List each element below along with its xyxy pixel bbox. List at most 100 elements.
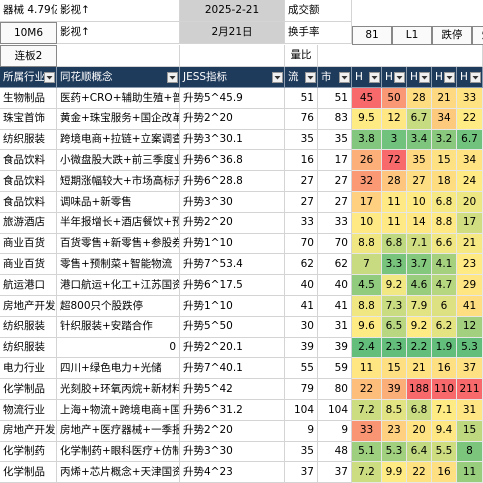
dropdown-arrow [396, 76, 403, 80]
heat-cell: 4.1 [432, 254, 457, 276]
filter-dropdown[interactable] [394, 72, 405, 83]
column-header: 所属行业 [0, 67, 57, 88]
dropdown-arrow [446, 76, 453, 80]
industry-cell: 食品饮料 [0, 150, 57, 172]
heat-cell: 6.4 [407, 441, 432, 463]
heat-cell: 29 [457, 275, 483, 296]
heat-cell: 23 [382, 420, 407, 442]
industry-cell: 纺织服装 [0, 337, 57, 359]
heat-cell: 3.8 [352, 129, 382, 151]
heat-cell: 33 [457, 88, 483, 109]
heat-cell: 14 [407, 212, 432, 234]
filter-dropdown[interactable] [272, 72, 283, 83]
concept-cell: 调味品+新零售 [57, 192, 180, 213]
industry-cell: 房地产开发 [0, 296, 57, 317]
heat-cell: 5.1 [352, 441, 382, 463]
empty-cell [318, 45, 483, 67]
number-cell: 37 [318, 462, 352, 483]
concept-cell: 医药+CRO+辅助生殖+普代 [57, 88, 180, 109]
filter-dropdown[interactable] [444, 72, 455, 83]
heat-cell: 31 [457, 400, 483, 421]
heat-cell: 9.4 [432, 420, 457, 442]
indicator-cell: 升势3^30.1 [180, 129, 285, 151]
number-cell: 27 [285, 192, 318, 213]
number-cell: 9 [285, 420, 318, 442]
number-cell: 79 [285, 379, 318, 400]
heat-cell: 15 [432, 150, 457, 172]
industry-cell: 纺织服装 [0, 129, 57, 151]
filter-dropdown[interactable] [470, 72, 481, 83]
heat-cell: 7.2 [352, 400, 382, 421]
number-cell: 104 [318, 400, 352, 421]
number-cell: 70 [318, 233, 352, 255]
filter-dropdown[interactable] [305, 72, 316, 83]
number-cell: 62 [318, 254, 352, 276]
tab-button[interactable]: 81 [352, 26, 392, 45]
heat-cell: 8.8 [352, 296, 382, 317]
number-cell: 27 [285, 171, 318, 192]
number-cell: 80 [318, 379, 352, 400]
heat-cell: 4.5 [352, 275, 382, 296]
filter-dropdown[interactable] [339, 72, 350, 83]
filter-dropdown[interactable] [167, 72, 178, 83]
filter-dropdown[interactable] [369, 72, 380, 83]
number-cell: 27 [318, 192, 352, 213]
industry-cell: 化学制品 [0, 462, 57, 483]
number-cell: 31 [318, 316, 352, 338]
heat-cell: 6.8 [382, 233, 407, 255]
filter-dropdown[interactable] [419, 72, 430, 83]
number-cell: 48 [318, 441, 352, 463]
heat-cell: 2.3 [382, 337, 407, 359]
heat-cell: 6 [432, 296, 457, 317]
heat-cell: 9.2 [382, 275, 407, 296]
heat-cell: 3.4 [407, 129, 432, 151]
indicator-cell: 升势5^42 [180, 379, 285, 400]
number-cell: 9 [318, 420, 352, 442]
tab-button[interactable]: 炸 [472, 26, 483, 45]
industry-cell: 电力行业 [0, 358, 57, 380]
heat-cell: 7.1 [432, 400, 457, 421]
dropdown-arrow [421, 76, 428, 80]
heat-cell: 5.5 [432, 441, 457, 463]
heat-cell: 6.2 [432, 316, 457, 338]
heat-cell: 35 [407, 150, 432, 172]
heat-cell: 34 [432, 108, 457, 130]
number-cell: 104 [285, 400, 318, 421]
empty-cell [57, 45, 180, 67]
indicator-cell: 升势2^20 [180, 212, 285, 234]
heat-cell: 15 [457, 420, 483, 442]
number-cell: 51 [318, 88, 352, 109]
tab-button[interactable]: 跌停 [432, 26, 472, 45]
toggle-button[interactable]: 10M6 [0, 22, 57, 44]
tab-button[interactable]: L1 [392, 26, 432, 45]
heat-cell: 21 [432, 88, 457, 109]
industry-cell: 物流行业 [0, 400, 57, 421]
heat-cell: 33 [352, 420, 382, 442]
heat-cell: 4.7 [432, 275, 457, 296]
indicator-cell: 升势1^10 [180, 233, 285, 255]
heat-cell: 12 [382, 108, 407, 130]
heat-cell: 12 [457, 316, 483, 338]
top-date: 2025-2-21 [180, 0, 285, 22]
industry-cell: 化学制品 [0, 379, 57, 400]
filter-dropdown[interactable] [44, 72, 55, 83]
number-cell: 40 [285, 275, 318, 296]
indicator-cell: 升势6^36.8 [180, 150, 285, 172]
number-cell: 51 [285, 88, 318, 109]
top-note: 器械 4.79亿; [0, 0, 57, 22]
heat-cell: 17 [352, 192, 382, 213]
heat-cell: 16 [432, 462, 457, 483]
concept-cell: 房地产+医疗器械+一季报亏 [57, 420, 180, 442]
industry-cell: 食品饮料 [0, 171, 57, 192]
number-cell: 55 [285, 358, 318, 380]
column-header: 同花顺概念 [57, 67, 180, 88]
top-label3: 量比 [285, 45, 318, 67]
concept-cell: 四川+绿色电力+光储 [57, 358, 180, 380]
concept-cell: 百货零售+新零售+参股券商 [57, 233, 180, 255]
industry-cell: 食品饮料 [0, 192, 57, 213]
heat-cell: 2.2 [407, 337, 432, 359]
heat-cell: 10 [352, 212, 382, 234]
industry-cell: 商业百货 [0, 233, 57, 255]
heat-cell: 188 [407, 379, 432, 400]
